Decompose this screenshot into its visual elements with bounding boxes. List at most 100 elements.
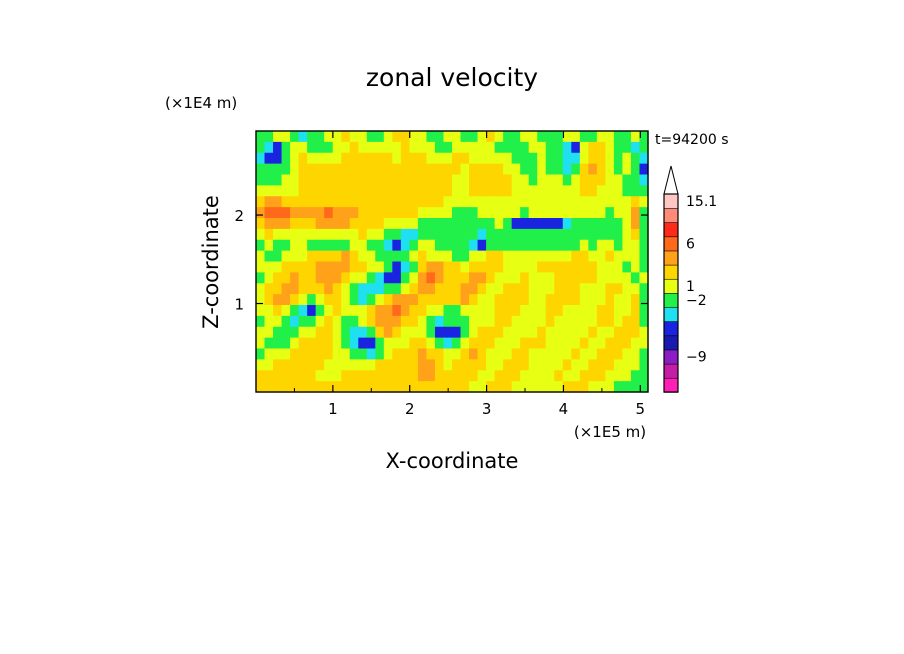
plot-frame (255, 130, 649, 393)
field-cell (375, 174, 385, 186)
field-cell (452, 381, 462, 393)
field-cell (256, 218, 266, 230)
field-cell (639, 185, 649, 197)
field-cell (417, 185, 428, 197)
field-cell (273, 228, 283, 241)
field-cell (383, 370, 393, 382)
field-cell (366, 370, 376, 382)
field-cell (460, 131, 470, 143)
field-cell (528, 337, 538, 350)
field-cell (417, 261, 428, 273)
field-cell (528, 163, 538, 176)
field-cell (562, 218, 572, 230)
field-cell (503, 359, 513, 371)
field-cell (511, 272, 521, 284)
field-cell (290, 283, 300, 295)
field-cell (639, 283, 649, 295)
field-cell (400, 185, 410, 197)
field-cell (417, 326, 428, 339)
field-cell (622, 348, 632, 360)
field-cell (562, 359, 572, 371)
field-cell (494, 370, 504, 382)
field-cell (562, 315, 572, 328)
field-cell (469, 359, 479, 371)
field-cell (528, 370, 538, 382)
field-cell (571, 174, 581, 186)
field-cell (349, 218, 359, 230)
field-cell (469, 294, 479, 306)
field-cell (613, 131, 624, 143)
field-cell (256, 174, 266, 186)
field-cell (452, 370, 462, 382)
field-cell (630, 163, 641, 176)
field-cell (579, 370, 589, 382)
field-cell (426, 283, 436, 295)
field-cell (290, 218, 300, 230)
field-cell (571, 152, 581, 165)
field-cell (452, 326, 462, 339)
field-cell (494, 141, 504, 154)
field-cell (273, 315, 283, 328)
field-cell (545, 359, 555, 371)
field-cell (520, 294, 530, 306)
field-cell (503, 163, 513, 176)
field-cell (588, 337, 598, 350)
field-cell (579, 131, 589, 143)
field-cell (486, 228, 496, 241)
field-cell (511, 218, 521, 230)
field-cell (426, 370, 436, 382)
field-cell (426, 163, 436, 176)
field-cell (579, 196, 589, 208)
field-cell (273, 163, 283, 176)
field-cell (400, 272, 410, 284)
field-cell (409, 381, 419, 393)
field-cell (613, 381, 624, 393)
field-cell (426, 250, 436, 263)
field-cell (409, 359, 419, 371)
colorbar-swatch (663, 236, 679, 252)
field-cell (579, 250, 589, 263)
field-cell (400, 239, 410, 252)
field-cell (392, 315, 402, 328)
field-cell (452, 250, 462, 263)
field-cell (528, 207, 538, 219)
field-cell (605, 228, 615, 241)
field-cell (537, 381, 547, 393)
field-cell (554, 218, 564, 230)
field-cell (562, 326, 572, 339)
field-cell (477, 348, 487, 360)
field-cell (358, 337, 368, 350)
field-cell (622, 228, 632, 241)
field-cell (324, 185, 334, 197)
x-axis-label: X-coordinate (386, 449, 519, 473)
field-cell (426, 359, 436, 371)
field-cell (264, 185, 274, 197)
field-cell (426, 294, 436, 306)
field-cell (426, 196, 436, 208)
field-cell (264, 359, 274, 371)
field-cell (392, 294, 402, 306)
field-cell (417, 381, 428, 393)
field-cell (307, 207, 317, 219)
field-cell (298, 337, 308, 350)
field-cell (281, 315, 291, 328)
field-cell (315, 163, 325, 176)
field-cell (392, 348, 402, 360)
field-cell (298, 239, 308, 252)
field-cell (537, 337, 547, 350)
field-cell (366, 326, 376, 339)
field-cell (605, 239, 615, 252)
field-cell (588, 250, 598, 263)
field-cell (639, 359, 649, 371)
field-cell (383, 250, 393, 263)
field-cell (571, 294, 581, 306)
field-cell (494, 337, 504, 350)
field-cell (324, 218, 334, 230)
field-cell (298, 163, 308, 176)
field-cell (417, 196, 428, 208)
field-cell (341, 131, 351, 143)
field-cell (315, 174, 325, 186)
field-cell (460, 305, 470, 317)
field-cell (400, 370, 410, 382)
field-cell (588, 348, 598, 360)
